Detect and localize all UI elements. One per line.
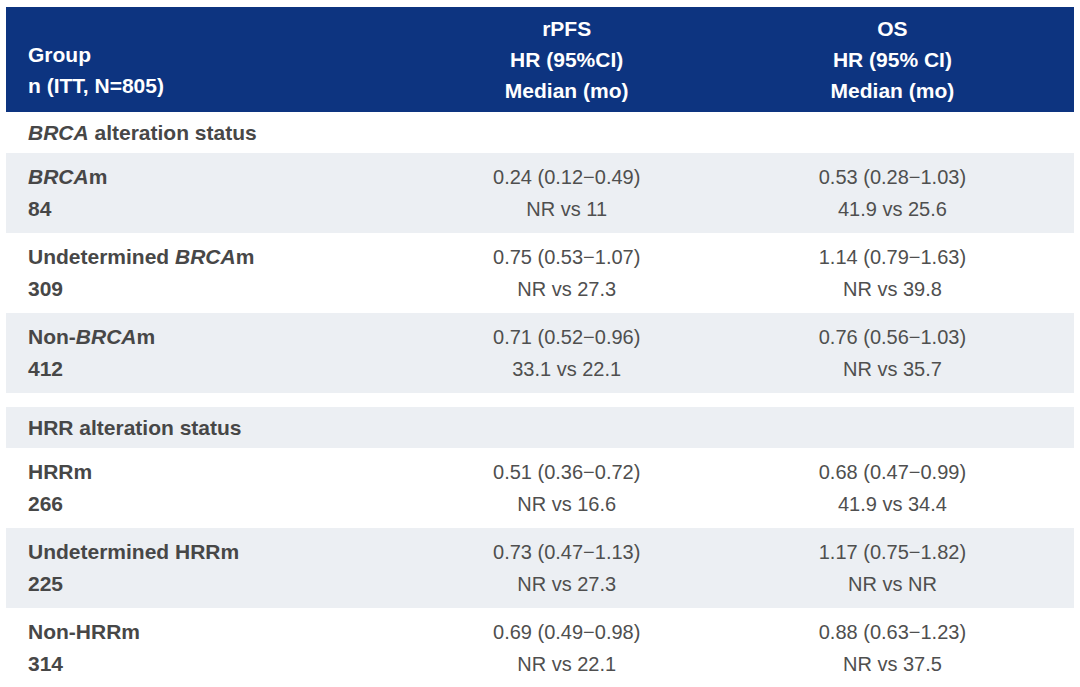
- os-median-value: NR vs NR: [848, 568, 937, 600]
- rpfs-hr-value: 0.71 (0.52−0.96): [493, 321, 640, 353]
- table-row: Undetermined HRRm2250.73 (0.47−1.13)NR v…: [6, 528, 1074, 608]
- section-gap: [6, 393, 1074, 407]
- label-text: m: [137, 325, 156, 348]
- rpfs-cell: 0.24 (0.12−0.49)NR vs 11: [423, 153, 711, 233]
- os-median-value: NR vs 37.5: [843, 648, 942, 680]
- group-name: Non-BRCAm: [28, 321, 423, 353]
- table-body: BRCA alteration statusBRCAm840.24 (0.12−…: [6, 112, 1074, 687]
- gene-name-italic: BRCA: [76, 325, 137, 348]
- header-group-line1: Group: [28, 39, 423, 70]
- rpfs-hr-value: 0.24 (0.12−0.49): [493, 161, 640, 193]
- os-hr-value: 0.76 (0.56−1.03): [819, 321, 966, 353]
- rpfs-median-value: NR vs 16.6: [517, 488, 616, 520]
- section-label: HRR alteration status: [28, 416, 242, 440]
- table-row: Non-BRCAm4120.71 (0.52−0.96)33.1 vs 22.1…: [6, 313, 1074, 393]
- group-name: BRCAm: [28, 161, 423, 193]
- label-text: Non-: [28, 325, 76, 348]
- os-cell: 1.17 (0.75−1.82)NR vs NR: [711, 528, 1074, 608]
- label-text: m: [236, 245, 255, 268]
- os-cell: 0.68 (0.47−0.99)41.9 vs 34.4: [711, 448, 1074, 528]
- section-header-row: HRR alteration status: [6, 407, 1074, 448]
- group-name: Non-HRRm: [28, 616, 423, 648]
- os-cell: 0.88 (0.63−1.23)NR vs 37.5: [711, 608, 1074, 687]
- group-n: 266: [28, 488, 423, 520]
- rpfs-cell: 0.75 (0.53−1.07)NR vs 27.3: [423, 233, 711, 313]
- rpfs-hr-value: 0.69 (0.49−0.98): [493, 616, 640, 648]
- group-n: 412: [28, 353, 423, 385]
- group-n: 225: [28, 568, 423, 600]
- rpfs-median-value: NR vs 27.3: [517, 568, 616, 600]
- outcomes-table: Group n (ITT, N=805) rPFS HR (95%CI) Med…: [6, 7, 1074, 687]
- gene-name-italic: BRCA: [28, 121, 89, 144]
- header-group-cell: Group n (ITT, N=805): [6, 7, 423, 112]
- os-median-value: 41.9 vs 34.4: [838, 488, 947, 520]
- label-text: Undetermined HRRm: [28, 540, 239, 563]
- group-cell: HRRm 266: [6, 448, 423, 528]
- group-n: 84: [28, 193, 423, 225]
- table-row: HRRm2660.51 (0.36−0.72)NR vs 16.60.68 (0…: [6, 448, 1074, 528]
- header-rpfs-median-label: Median (mo): [505, 75, 629, 106]
- os-hr-value: 0.68 (0.47−0.99): [819, 456, 966, 488]
- header-os-median-label: Median (mo): [831, 75, 955, 106]
- group-n: 314: [28, 648, 423, 680]
- os-median-value: 41.9 vs 25.6: [838, 193, 947, 225]
- os-hr-value: 0.53 (0.28−1.03): [819, 161, 966, 193]
- group-cell: Non-HRRm 314: [6, 608, 423, 687]
- rpfs-cell: 0.51 (0.36−0.72)NR vs 16.6: [423, 448, 711, 528]
- gene-name-italic: BRCA: [28, 165, 89, 188]
- rpfs-median-value: NR vs 27.3: [517, 273, 616, 305]
- gene-name-italic: BRCA: [175, 245, 236, 268]
- header-rpfs-cell: rPFS HR (95%CI) Median (mo): [423, 7, 711, 112]
- label-text: m: [89, 165, 108, 188]
- rpfs-median-value: NR vs 11: [526, 193, 607, 225]
- group-cell: Undetermined BRCAm309: [6, 233, 423, 313]
- group-name: Undetermined BRCAm: [28, 241, 423, 273]
- rpfs-hr-value: 0.51 (0.36−0.72): [493, 456, 640, 488]
- rpfs-cell: 0.69 (0.49−0.98)NR vs 22.1: [423, 608, 711, 687]
- results-table-figure: Group n (ITT, N=805) rPFS HR (95%CI) Med…: [0, 0, 1080, 687]
- group-cell: Non-BRCAm412: [6, 313, 423, 393]
- rpfs-cell: 0.71 (0.52−0.96)33.1 vs 22.1: [423, 313, 711, 393]
- label-text: Non-HRRm: [28, 620, 140, 643]
- os-cell: 0.53 (0.28−1.03)41.9 vs 25.6: [711, 153, 1074, 233]
- group-name: Undetermined HRRm: [28, 536, 423, 568]
- os-hr-value: 0.88 (0.63−1.23): [819, 616, 966, 648]
- table-header-row: Group n (ITT, N=805) rPFS HR (95%CI) Med…: [6, 7, 1074, 112]
- os-hr-value: 1.14 (0.79−1.63): [819, 241, 966, 273]
- label-text: Undetermined: [28, 245, 175, 268]
- os-median-value: NR vs 35.7: [843, 353, 942, 385]
- table-row: Undetermined BRCAm3090.75 (0.53−1.07)NR …: [6, 233, 1074, 313]
- os-hr-value: 1.17 (0.75−1.82): [819, 536, 966, 568]
- group-name: HRRm: [28, 456, 423, 488]
- header-os-hr-label: HR (95% CI): [833, 44, 952, 75]
- table-row: BRCAm840.24 (0.12−0.49)NR vs 110.53 (0.2…: [6, 153, 1074, 233]
- group-n: 309: [28, 273, 423, 305]
- rpfs-median-value: NR vs 22.1: [517, 648, 616, 680]
- rpfs-hr-value: 0.73 (0.47−1.13): [493, 536, 640, 568]
- header-rpfs-title: rPFS: [542, 13, 591, 44]
- section-header-row: BRCA alteration status: [6, 112, 1074, 153]
- label-text: HRRm: [28, 460, 92, 483]
- header-os-cell: OS HR (95% CI) Median (mo): [711, 7, 1074, 112]
- header-os-title: OS: [877, 13, 907, 44]
- os-cell: 1.14 (0.79−1.63)NR vs 39.8: [711, 233, 1074, 313]
- group-cell: Undetermined HRRm 225: [6, 528, 423, 608]
- group-cell: BRCAm84: [6, 153, 423, 233]
- header-group-line2: n (ITT, N=805): [28, 70, 423, 101]
- rpfs-hr-value: 0.75 (0.53−1.07): [493, 241, 640, 273]
- table-row: Non-HRRm3140.69 (0.49−0.98)NR vs 22.10.8…: [6, 608, 1074, 687]
- rpfs-median-value: 33.1 vs 22.1: [512, 353, 621, 385]
- label-text: HRR alteration status: [28, 416, 242, 439]
- section-label: BRCA alteration status: [28, 121, 257, 145]
- os-cell: 0.76 (0.56−1.03)NR vs 35.7: [711, 313, 1074, 393]
- header-rpfs-hr-label: HR (95%CI): [510, 44, 623, 75]
- label-text: alteration status: [89, 121, 257, 144]
- rpfs-cell: 0.73 (0.47−1.13)NR vs 27.3: [423, 528, 711, 608]
- os-median-value: NR vs 39.8: [843, 273, 942, 305]
